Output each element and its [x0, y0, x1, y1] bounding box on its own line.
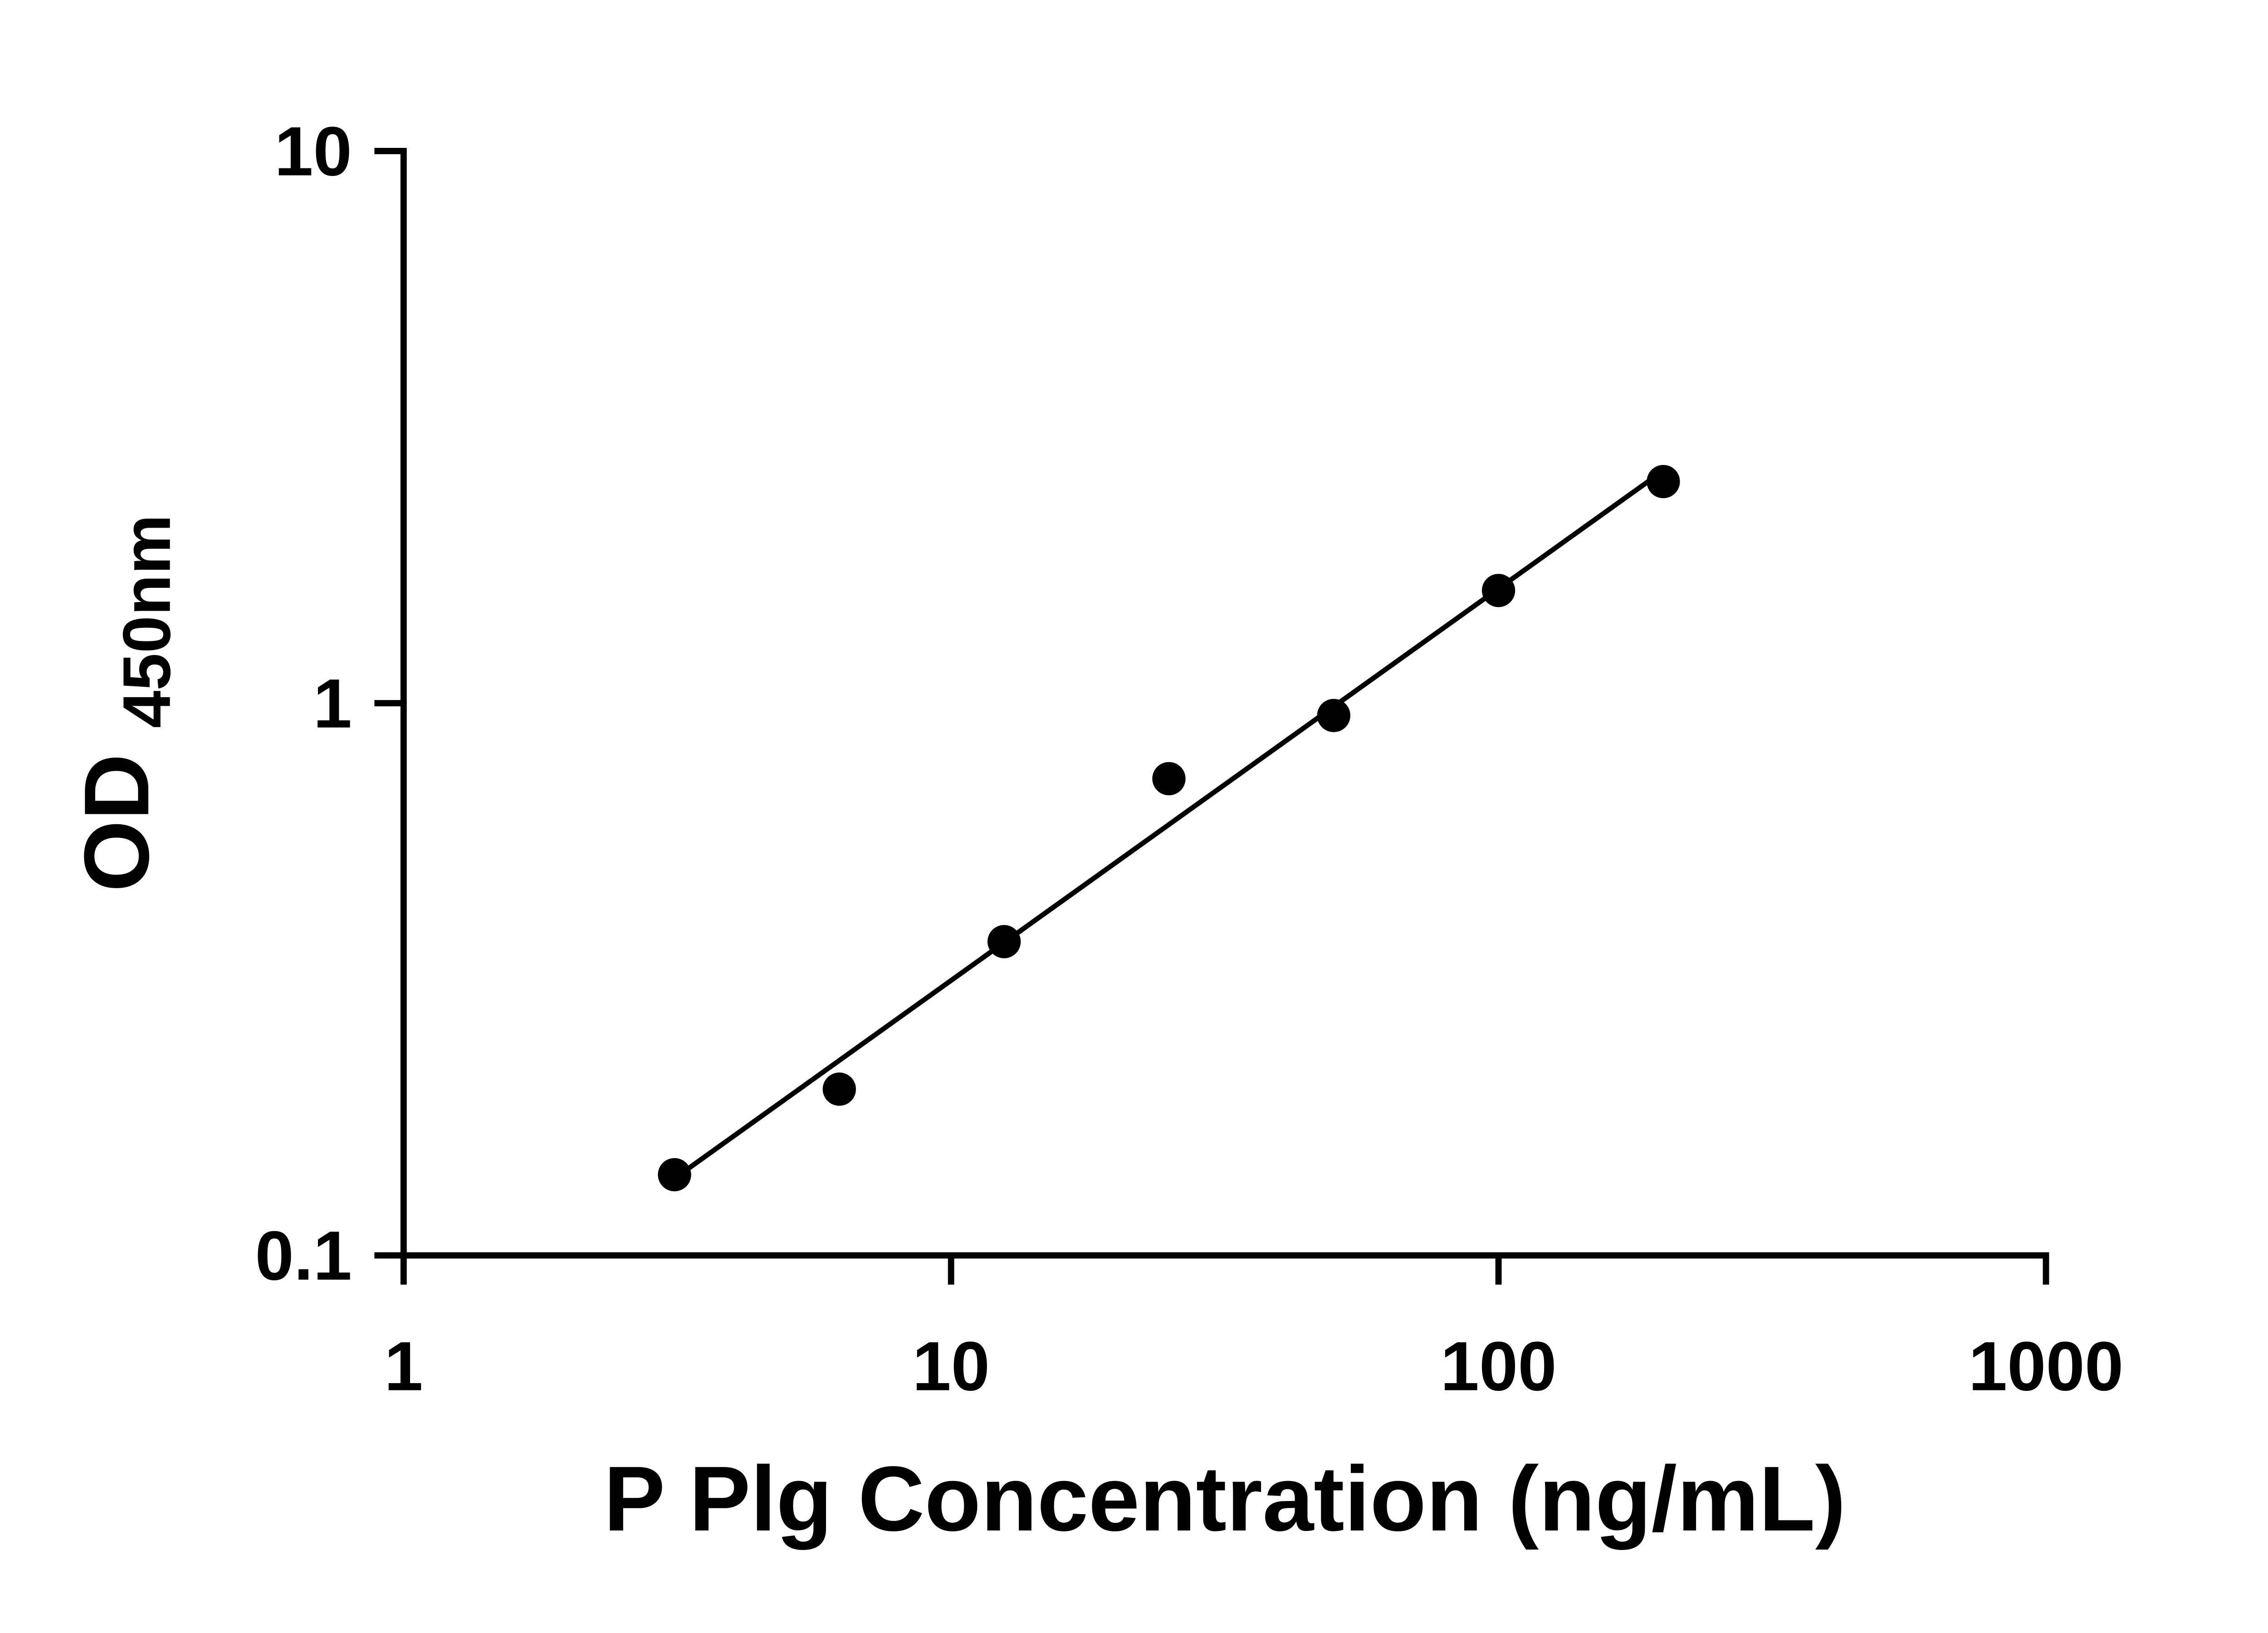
- trend-line-group: [672, 468, 1666, 1181]
- data-point: [1152, 762, 1186, 796]
- y-axis-title: OD 450nm: [65, 514, 185, 892]
- y-tick-label: 1: [313, 665, 352, 743]
- y-axis-title-subscript: 450nm: [109, 514, 185, 728]
- y-tick-label: 10: [274, 112, 352, 190]
- data-point: [1647, 464, 1680, 499]
- x-tick-label: 10: [912, 1327, 990, 1405]
- trend-line: [672, 468, 1666, 1181]
- y-tick-label: 0.1: [255, 1217, 352, 1295]
- data-point: [658, 1158, 691, 1192]
- x-tick-label: 1: [384, 1327, 423, 1405]
- x-axis-title: P Plg Concentration (ng/mL): [604, 1447, 1846, 1550]
- tick-labels: 1 10 100 1000 0.1 1 10: [255, 112, 2123, 1405]
- data-point: [987, 925, 1021, 958]
- data-points-group: [658, 464, 1680, 1192]
- axes: [400, 147, 2049, 1259]
- x-tick-label: 1000: [1969, 1327, 2124, 1405]
- data-point: [822, 1072, 856, 1106]
- x-tick-label: 100: [1440, 1327, 1556, 1405]
- tick-marks: [374, 147, 2049, 1285]
- y-axis-title-main: OD: [65, 754, 168, 892]
- data-point: [1481, 574, 1515, 607]
- data-point: [1317, 699, 1350, 733]
